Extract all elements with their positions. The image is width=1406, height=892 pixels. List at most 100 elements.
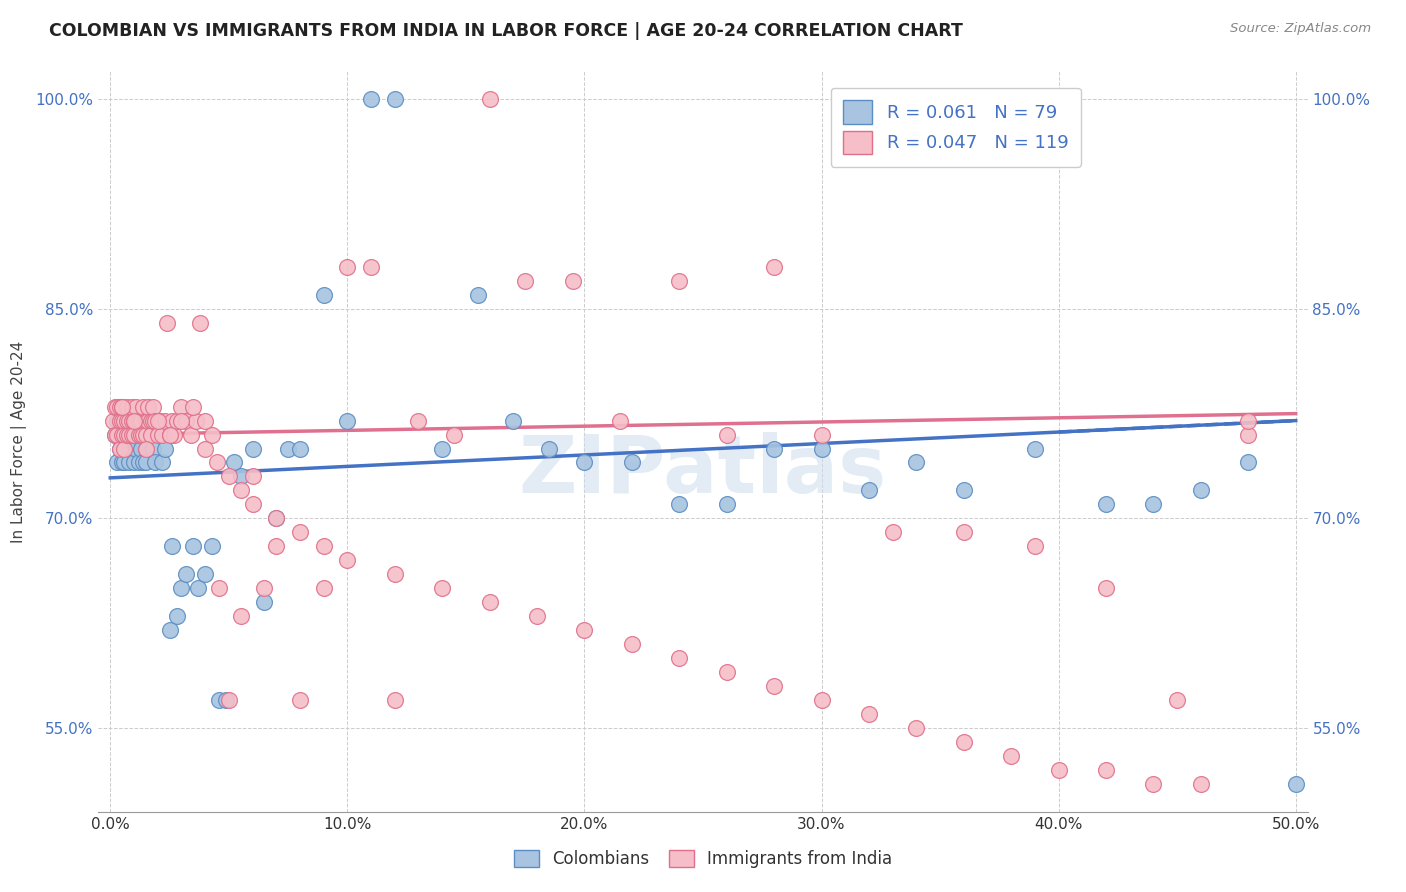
- Point: [336, 553, 359, 567]
- Point: [143, 455, 166, 469]
- Point: [108, 414, 131, 428]
- Point: [502, 414, 524, 428]
- Point: [264, 511, 287, 525]
- Point: [118, 455, 141, 469]
- Y-axis label: In Labor Force | Age 20-24: In Labor Force | Age 20-24: [11, 341, 27, 542]
- Point: [716, 665, 738, 679]
- Point: [574, 455, 596, 469]
- Point: [128, 427, 150, 442]
- Point: [1142, 777, 1164, 791]
- Point: [118, 414, 141, 428]
- Point: [1095, 763, 1118, 777]
- Point: [159, 427, 181, 442]
- Point: [208, 581, 231, 595]
- Point: [952, 735, 974, 749]
- Point: [312, 288, 335, 302]
- Point: [115, 427, 138, 442]
- Point: [478, 595, 501, 609]
- Point: [609, 414, 631, 428]
- Point: [118, 442, 141, 456]
- Point: [229, 469, 252, 483]
- Point: [360, 260, 382, 274]
- Point: [104, 427, 127, 442]
- Point: [194, 442, 217, 456]
- Point: [1189, 777, 1212, 791]
- Point: [115, 427, 138, 442]
- Point: [201, 427, 224, 442]
- Point: [620, 637, 643, 651]
- Point: [478, 92, 501, 106]
- Point: [166, 609, 188, 624]
- Point: [858, 706, 880, 721]
- Point: [288, 693, 311, 707]
- Point: [312, 581, 335, 595]
- Point: [264, 539, 287, 553]
- Point: [146, 427, 169, 442]
- Point: [194, 414, 217, 428]
- Point: [1095, 497, 1118, 511]
- Point: [105, 427, 128, 442]
- Point: [121, 427, 143, 442]
- Point: [201, 539, 224, 553]
- Point: [142, 400, 165, 414]
- Point: [139, 414, 162, 428]
- Point: [253, 581, 276, 595]
- Point: [360, 92, 382, 106]
- Point: [1237, 414, 1260, 428]
- Point: [111, 400, 134, 414]
- Point: [288, 442, 311, 456]
- Point: [104, 427, 127, 442]
- Point: [190, 316, 212, 330]
- Point: [716, 427, 738, 442]
- Point: [160, 539, 183, 553]
- Point: [129, 414, 152, 428]
- Point: [111, 414, 134, 428]
- Point: [467, 288, 489, 302]
- Point: [1142, 497, 1164, 511]
- Point: [108, 427, 131, 442]
- Point: [810, 427, 832, 442]
- Point: [229, 609, 252, 624]
- Point: [153, 414, 176, 428]
- Point: [1237, 427, 1260, 442]
- Point: [115, 414, 138, 428]
- Point: [122, 414, 145, 428]
- Point: [142, 442, 165, 456]
- Point: [114, 442, 136, 456]
- Point: [668, 274, 690, 288]
- Point: [763, 679, 786, 693]
- Point: [336, 260, 359, 274]
- Point: [277, 442, 299, 456]
- Point: [184, 414, 207, 428]
- Point: [288, 525, 311, 540]
- Point: [159, 427, 181, 442]
- Point: [128, 427, 150, 442]
- Point: [111, 400, 134, 414]
- Point: [139, 414, 162, 428]
- Point: [882, 525, 904, 540]
- Point: [159, 623, 181, 637]
- Point: [205, 455, 228, 469]
- Point: [180, 427, 202, 442]
- Point: [114, 455, 136, 469]
- Point: [810, 442, 832, 456]
- Point: [105, 414, 128, 428]
- Point: [763, 260, 786, 274]
- Point: [170, 400, 193, 414]
- Point: [114, 442, 136, 456]
- Point: [253, 595, 276, 609]
- Point: [181, 539, 204, 553]
- Point: [104, 400, 127, 414]
- Point: [125, 414, 148, 428]
- Point: [146, 414, 169, 428]
- Point: [153, 442, 176, 456]
- Point: [716, 497, 738, 511]
- Point: [156, 316, 179, 330]
- Point: [152, 455, 174, 469]
- Point: [218, 693, 240, 707]
- Point: [574, 623, 596, 637]
- Point: [222, 455, 245, 469]
- Point: [108, 442, 131, 456]
- Point: [1285, 777, 1308, 791]
- Point: [336, 414, 359, 428]
